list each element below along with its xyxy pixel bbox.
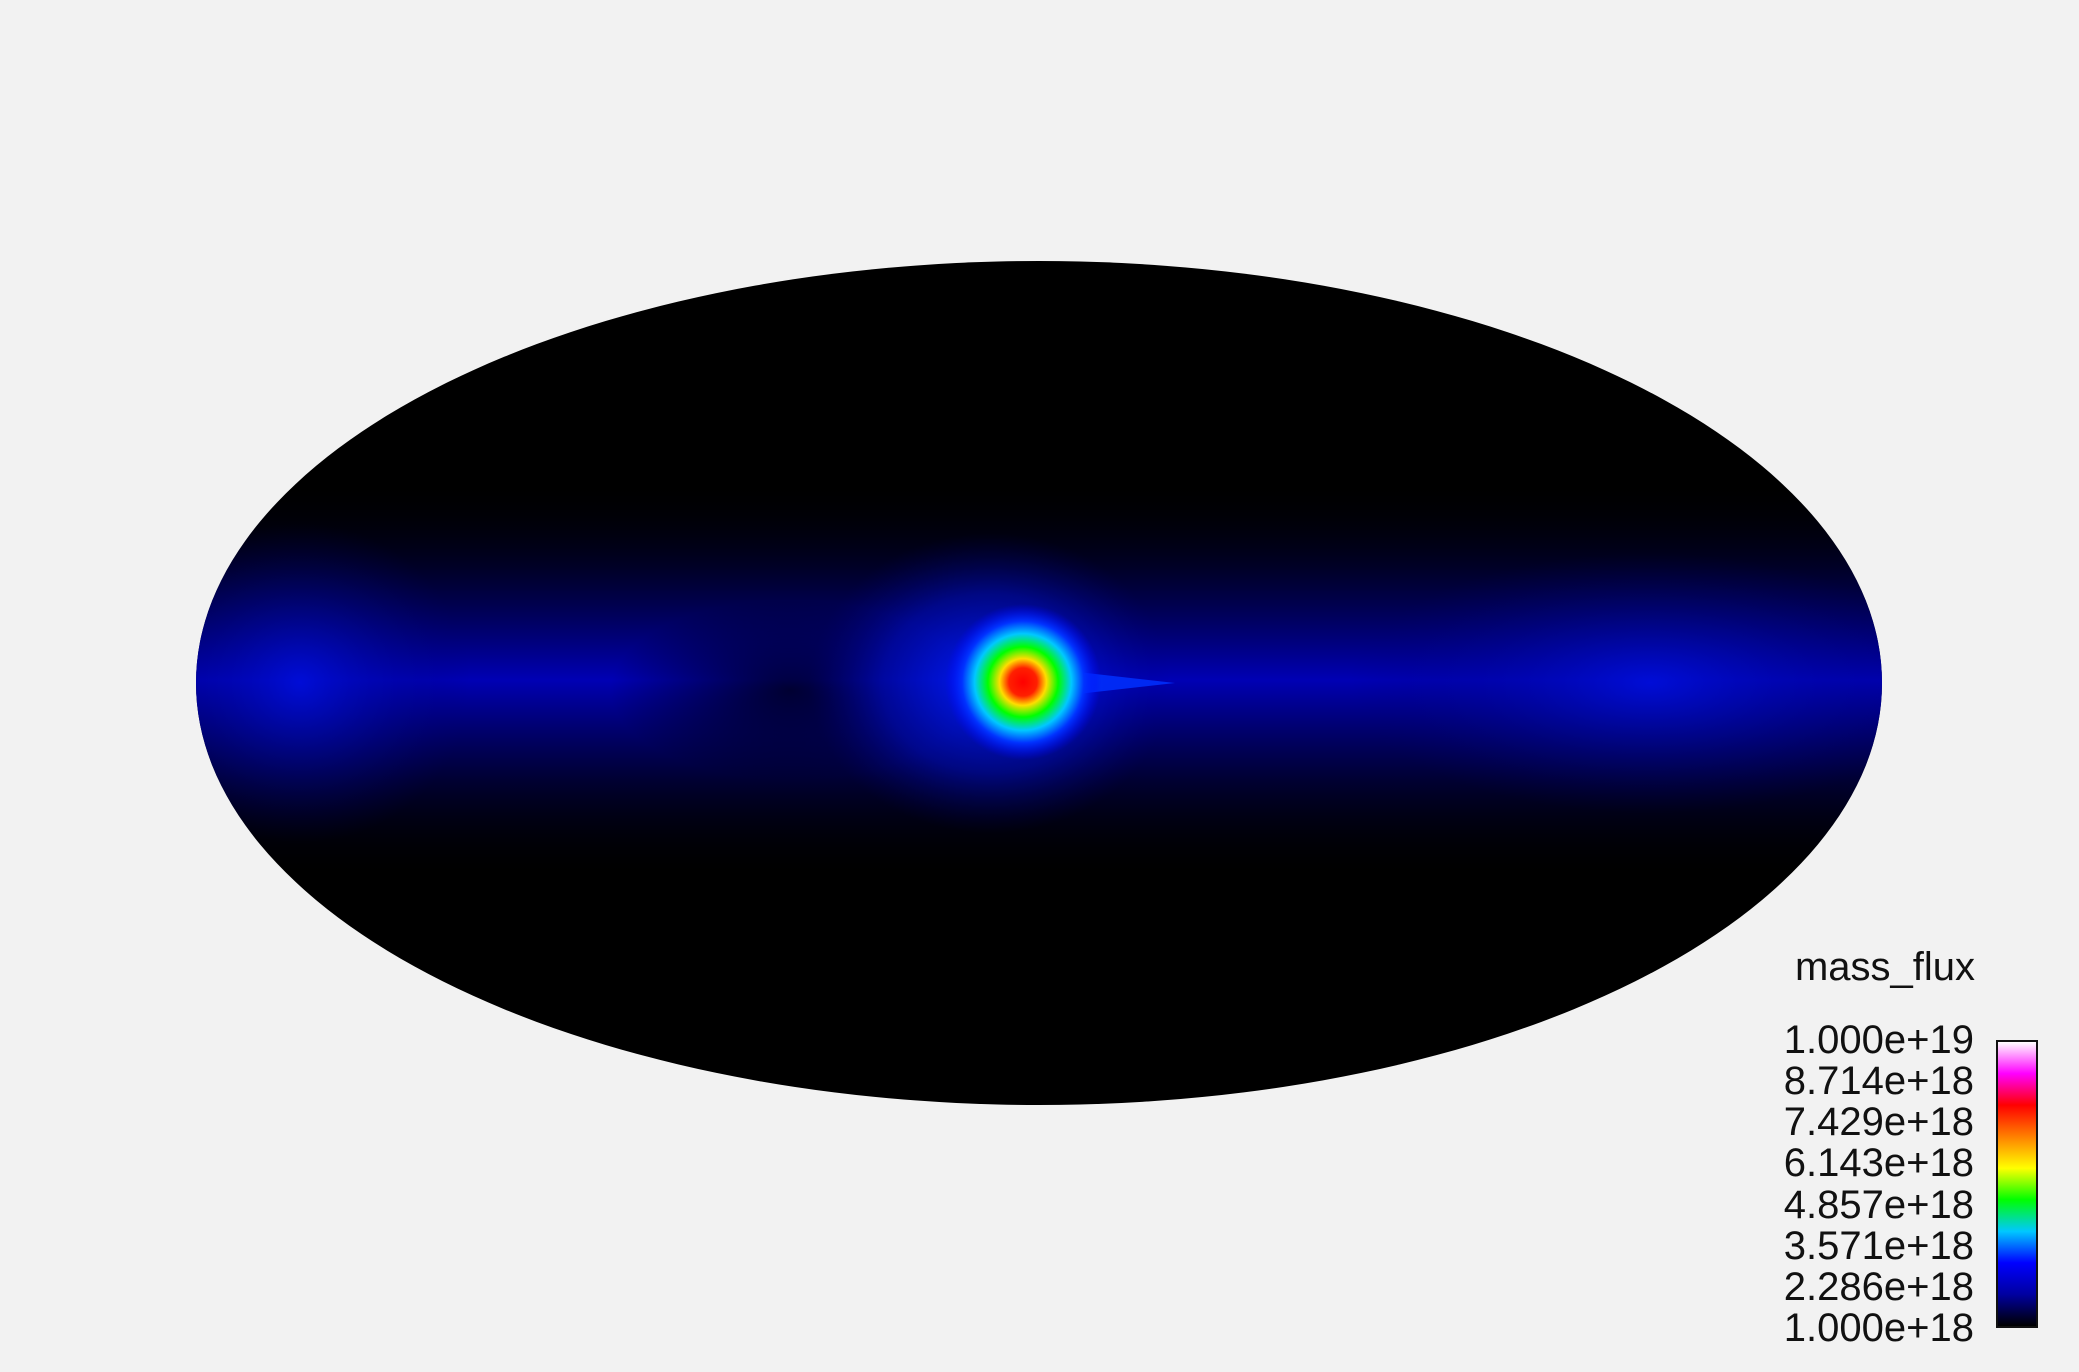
west-glow (1350, 553, 1882, 813)
colorbar-tick-label: 1.000e+19 (1783, 1018, 1974, 1062)
colorbar-tick-label: 2.286e+18 (1783, 1264, 1974, 1309)
colorbar-title: mass_flux (1794, 945, 1975, 989)
map-field (196, 480, 1882, 880)
east-glow (196, 523, 470, 843)
colorbar-gradient (1996, 1040, 2038, 1328)
colorbar-tick-label: 3.571e+18 (1783, 1223, 1974, 1268)
colorbar-tick-label: 8.714e+18 (1783, 1059, 1974, 1104)
colorbar-legend: mass_flux 1.000e+19 8.714e+18 7.429e+18 6.1… (1740, 945, 2040, 1350)
colorbar-tick-label: 1.000e+18 (1783, 1306, 1974, 1350)
colorbar-tick-label: 4.857e+18 (1783, 1182, 1974, 1227)
colorbar-tick-label: 6.143e+18 (1783, 1141, 1974, 1186)
peak-core (945, 604, 1101, 760)
colorbar-tick-label: 7.429e+18 (1783, 1100, 1974, 1145)
